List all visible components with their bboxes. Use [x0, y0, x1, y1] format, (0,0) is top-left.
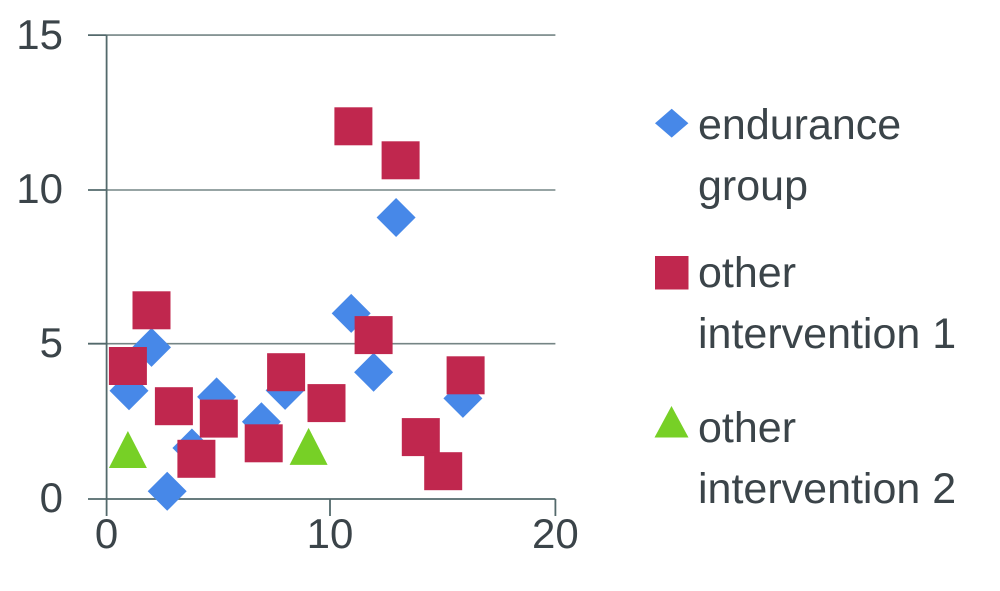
svg-text:20: 20 [532, 510, 579, 557]
svg-text:0: 0 [95, 510, 118, 557]
svg-text:5: 5 [40, 319, 63, 366]
svg-text:15: 15 [16, 11, 63, 58]
svg-text:10: 10 [16, 165, 63, 212]
svg-text:10: 10 [307, 510, 354, 557]
svg-text:0: 0 [40, 474, 63, 521]
